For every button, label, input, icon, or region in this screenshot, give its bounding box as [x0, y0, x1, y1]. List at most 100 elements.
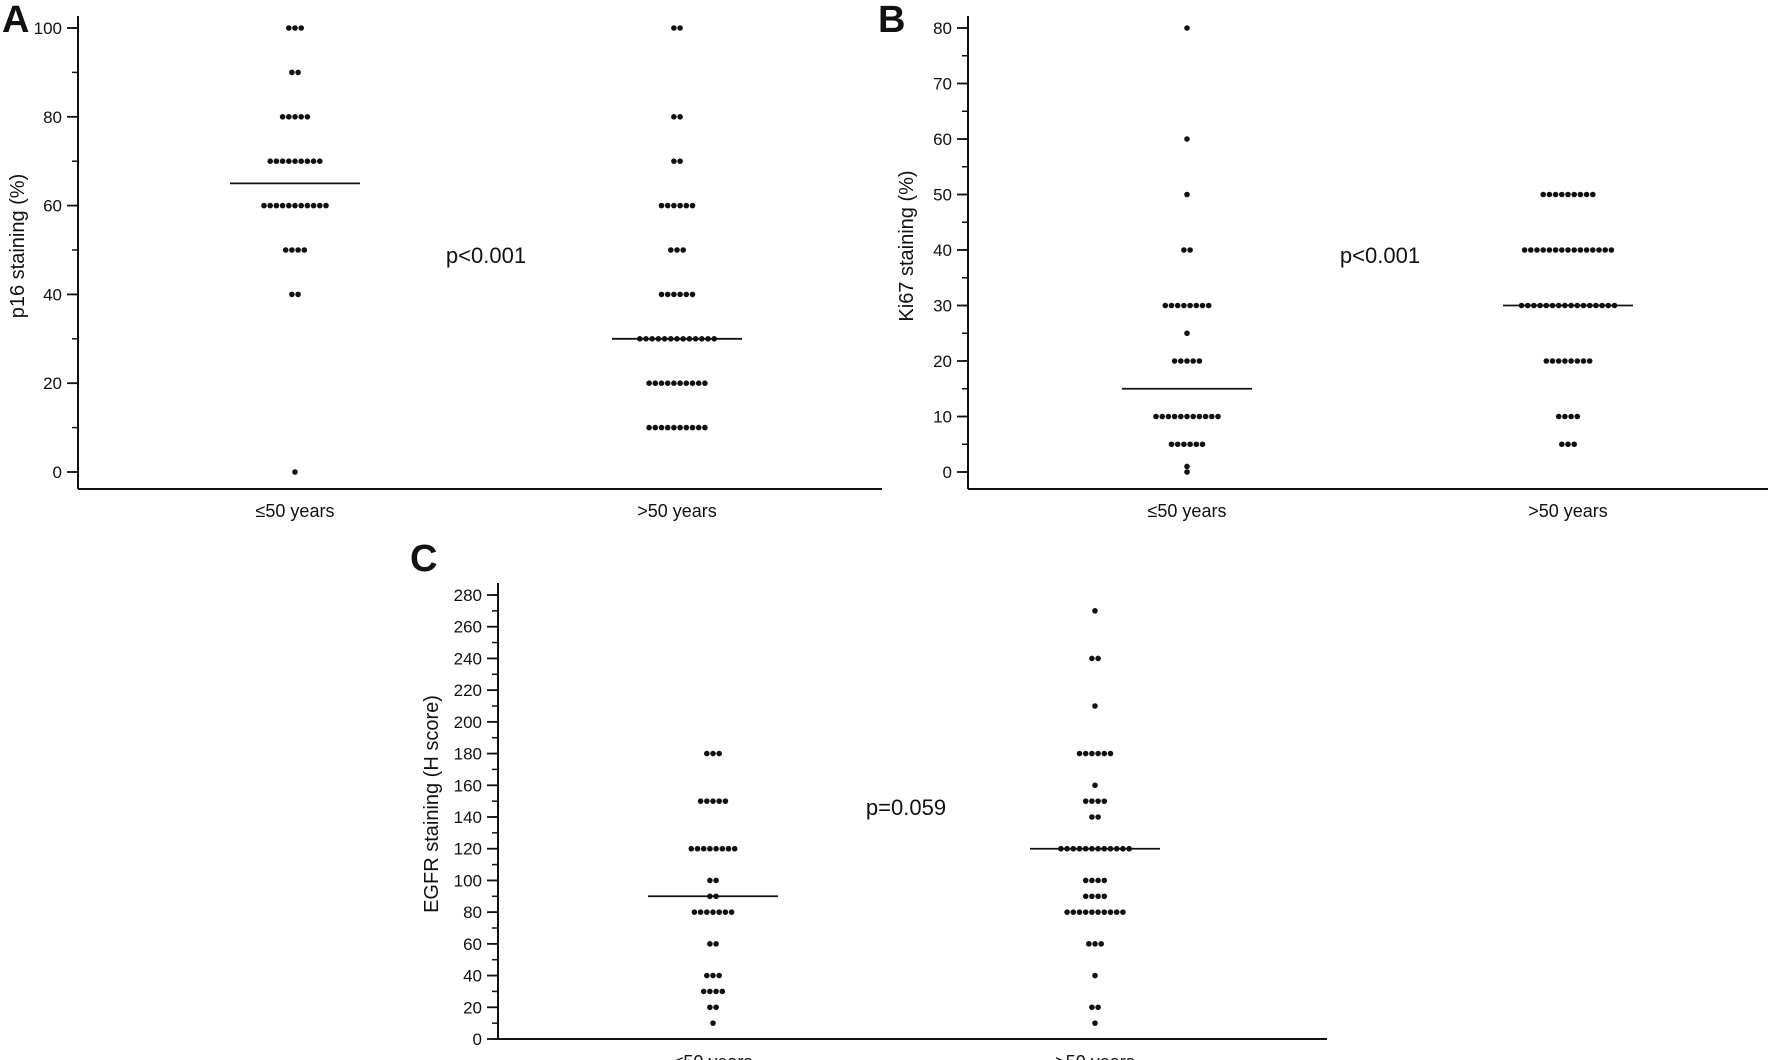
data-point	[273, 202, 280, 209]
data-point	[713, 1004, 719, 1011]
y-tick-label: 40	[933, 241, 952, 260]
panel-c-ticks: 0 20 40 60 80 100 120 140 160 180 200 220 240 260 280	[454, 586, 498, 1049]
y-tick-label: 70	[933, 75, 952, 94]
panel-a-medians	[230, 182, 742, 340]
data-point	[1184, 413, 1190, 420]
y-tick-label: 60	[43, 197, 62, 216]
panel-b-ticks: 0 10 20 30 40 50 60 70 80	[933, 19, 968, 482]
data-point	[1540, 191, 1546, 198]
data-point	[719, 988, 726, 995]
data-point	[1089, 750, 1095, 757]
data-point	[719, 845, 726, 852]
data-point	[1190, 358, 1196, 364]
y-tick-label: 180	[454, 745, 482, 764]
data-point	[1089, 655, 1095, 662]
data-point	[1552, 247, 1559, 253]
data-point	[710, 798, 716, 804]
data-point	[658, 291, 665, 298]
data-point	[1181, 302, 1187, 309]
data-point	[1562, 358, 1568, 364]
data-point	[267, 158, 274, 164]
data-point	[677, 424, 683, 431]
data-point	[1095, 798, 1101, 804]
y-tick-label: 120	[454, 840, 482, 859]
data-point	[652, 424, 659, 431]
data-point	[1193, 302, 1200, 309]
panel-b-axes	[967, 16, 1768, 490]
data-point	[1534, 247, 1540, 253]
data-point	[1555, 358, 1562, 364]
y-tick-label: 240	[454, 649, 482, 668]
y-tick-label: 60	[933, 130, 952, 149]
data-point	[1184, 330, 1190, 337]
data-point	[683, 380, 690, 387]
data-point	[1184, 358, 1190, 364]
data-point	[689, 202, 696, 209]
panel-a-x-label-1: >50 years	[637, 501, 717, 521]
data-point	[1580, 358, 1587, 364]
data-point	[695, 424, 702, 431]
data-point	[671, 158, 677, 164]
data-point	[702, 380, 708, 387]
data-point	[710, 1020, 716, 1026]
data-point	[731, 845, 738, 852]
data-point	[298, 202, 305, 209]
data-point	[1092, 1020, 1098, 1026]
y-tick-label: 260	[454, 618, 482, 637]
data-point	[310, 202, 317, 209]
data-point	[298, 114, 305, 120]
data-point	[1101, 909, 1108, 915]
panel-a-y-axis-title: p16 staining (%)	[7, 174, 29, 319]
data-point	[713, 941, 719, 947]
panel-c-x-label-1: >50 years	[1055, 1052, 1135, 1060]
panel-a-ticks: 0 20 40 60 80 100	[34, 19, 78, 482]
y-tick-label: 160	[454, 776, 482, 795]
data-point	[1098, 941, 1104, 947]
data-point	[295, 247, 301, 253]
panel-letter-b: B	[878, 0, 905, 41]
data-point	[1076, 750, 1083, 757]
data-point	[1559, 441, 1565, 448]
data-point	[1120, 909, 1126, 915]
y-tick-label: 50	[933, 186, 952, 205]
data-point	[1089, 1004, 1095, 1011]
panel-a: A 0 20 40 60 80 100 p16 staining (%) ≤50 year…	[2, 0, 882, 521]
data-point	[1187, 441, 1193, 448]
panel-a-axes	[77, 16, 882, 490]
data-point	[1215, 413, 1221, 420]
data-point	[292, 114, 298, 120]
data-point	[658, 202, 665, 209]
data-point	[671, 114, 677, 120]
data-point	[668, 247, 674, 253]
data-point	[1199, 441, 1206, 448]
data-point	[304, 202, 311, 209]
data-point	[1187, 247, 1193, 253]
y-tick-label: 200	[454, 713, 482, 732]
data-point	[646, 424, 652, 431]
data-point	[304, 114, 311, 120]
data-point	[1586, 358, 1593, 364]
data-point	[1193, 441, 1200, 448]
data-point	[1089, 909, 1095, 915]
data-point	[1559, 191, 1565, 198]
data-point	[695, 380, 702, 387]
data-point	[1095, 893, 1101, 900]
data-point	[301, 247, 308, 253]
data-point	[292, 25, 298, 31]
y-tick-label: 30	[933, 297, 952, 316]
panel-a-x-label-0: ≤50 years	[256, 501, 335, 521]
panel-b: B 0 10 20 30 40 50 60 70 80 Ki67 staining (%) ≤5…	[878, 0, 1768, 521]
data-point	[1199, 302, 1206, 309]
data-point	[697, 798, 704, 804]
data-point	[713, 988, 719, 995]
data-point	[1092, 941, 1098, 947]
panel-b-medians	[1122, 304, 1633, 390]
data-point	[1095, 877, 1101, 884]
panel-b-y-axis-title: Ki67 staining (%)	[896, 170, 918, 321]
data-point	[1107, 909, 1114, 915]
data-point	[707, 941, 713, 947]
data-point	[677, 291, 683, 298]
data-point	[1092, 782, 1098, 789]
data-point	[1574, 358, 1581, 364]
data-point	[707, 1004, 713, 1011]
